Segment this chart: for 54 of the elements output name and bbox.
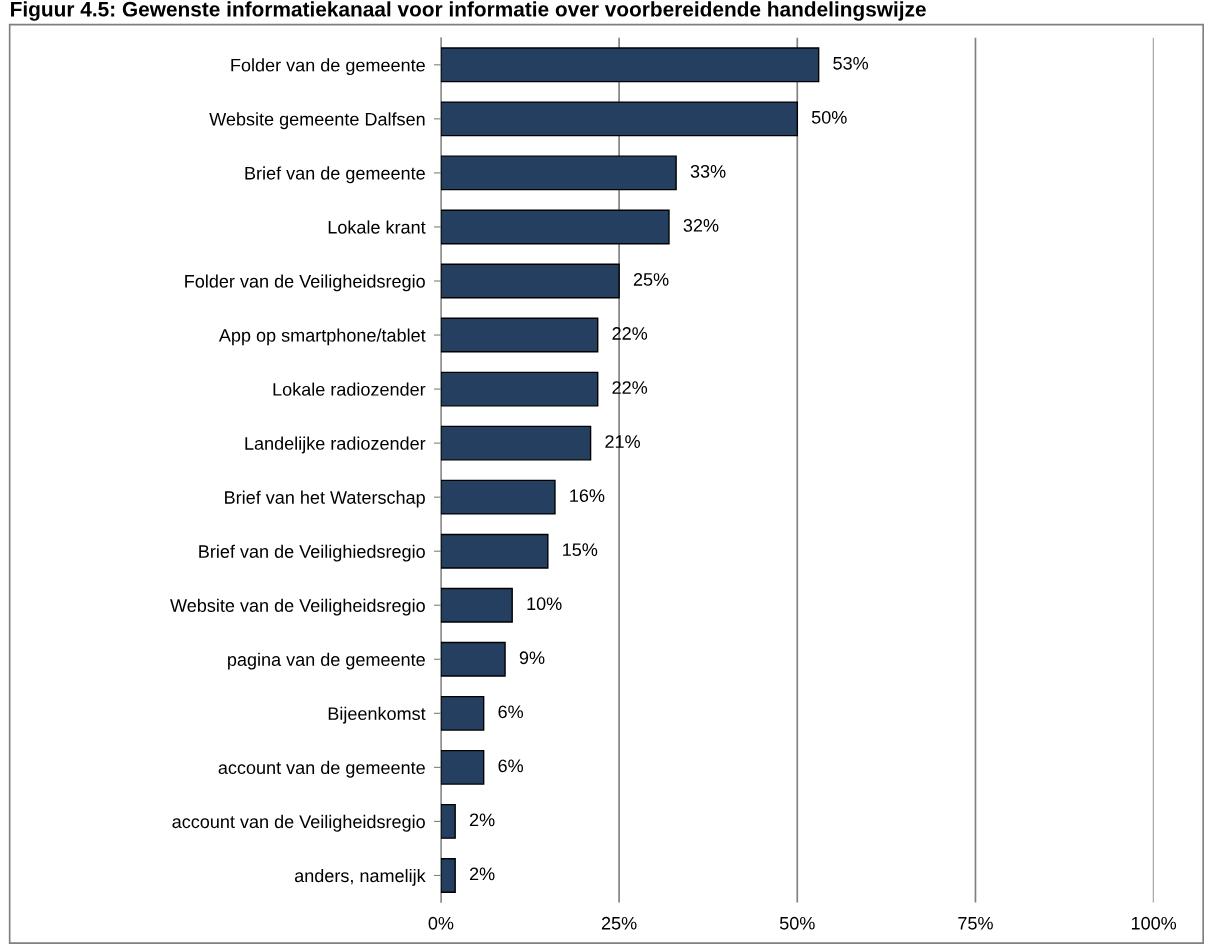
x-tick-label: 25% (601, 916, 637, 930)
y-tick-label: Lokale radiozender (273, 382, 426, 396)
data-label: 2% (469, 867, 495, 881)
data-label: 50% (811, 110, 847, 124)
y-tick-label: Landelijke radiozender (245, 436, 426, 454)
bar (440, 749, 485, 785)
data-label: 21% (605, 435, 640, 448)
chart-title: Figuur 4.5: Gewenste informatiekanaal voor informatie over voorbereidende handelingswijze (11, 1, 926, 21)
y-tick-label: Folder van de Veiligheidsregio (185, 274, 425, 292)
bar (440, 479, 556, 515)
y-tick-label: account van de Veiligheidsregio (172, 814, 425, 832)
y-tick-label: App op smartphone/tablet (218, 328, 426, 346)
bar (440, 209, 670, 245)
y-tick-label: account van de gemeente (218, 760, 425, 778)
x-tick-label: 100% (1131, 916, 1177, 930)
data-label: 2% (469, 813, 495, 827)
bar (440, 101, 798, 137)
y-tick-label: pagina van de gemeente (228, 652, 425, 670)
y-tick-label: anders, namelijk (294, 868, 426, 886)
data-label: 32% (683, 219, 719, 232)
bar (440, 695, 485, 731)
bar (440, 858, 456, 893)
data-label: 22% (612, 381, 648, 394)
bar (440, 47, 820, 83)
x-tick-label: 0% (428, 916, 454, 930)
y-tick-label: Lokale krant (328, 220, 426, 234)
data-label: 9% (519, 651, 545, 665)
data-label: 25% (633, 273, 669, 286)
y-tick-label: Website van de Veiligheidsregio (170, 598, 425, 616)
data-label: 10% (527, 597, 562, 611)
data-label: 6% (498, 759, 524, 773)
bar (440, 641, 506, 677)
bar (440, 155, 677, 191)
y-tick-label: Brief van de gemeente (245, 166, 425, 184)
data-label: 15% (563, 543, 598, 557)
y-tick-label: Brief van het Waterschap (225, 490, 425, 508)
data-label: 53% (833, 56, 869, 70)
y-tick-label: Brief van de Veilighiedsregio (199, 544, 425, 562)
y-tick-label: Folder van de gemeente (231, 58, 425, 76)
data-label: 22% (612, 327, 648, 340)
bar (440, 803, 456, 839)
data-label: 16% (570, 489, 605, 503)
y-tick-label: Website gemeente Dalfsen (209, 112, 425, 130)
bar (440, 587, 513, 623)
bar (440, 317, 599, 353)
bar (440, 425, 592, 461)
x-tick-label: 75% (958, 916, 993, 930)
bar (440, 263, 620, 299)
bar (440, 533, 549, 569)
x-tick-label: 50% (779, 916, 815, 930)
y-tick-label: Bijeenkomst (328, 706, 426, 724)
bar (440, 371, 599, 407)
data-label: 6% (498, 705, 524, 719)
data-label: 33% (690, 164, 726, 178)
